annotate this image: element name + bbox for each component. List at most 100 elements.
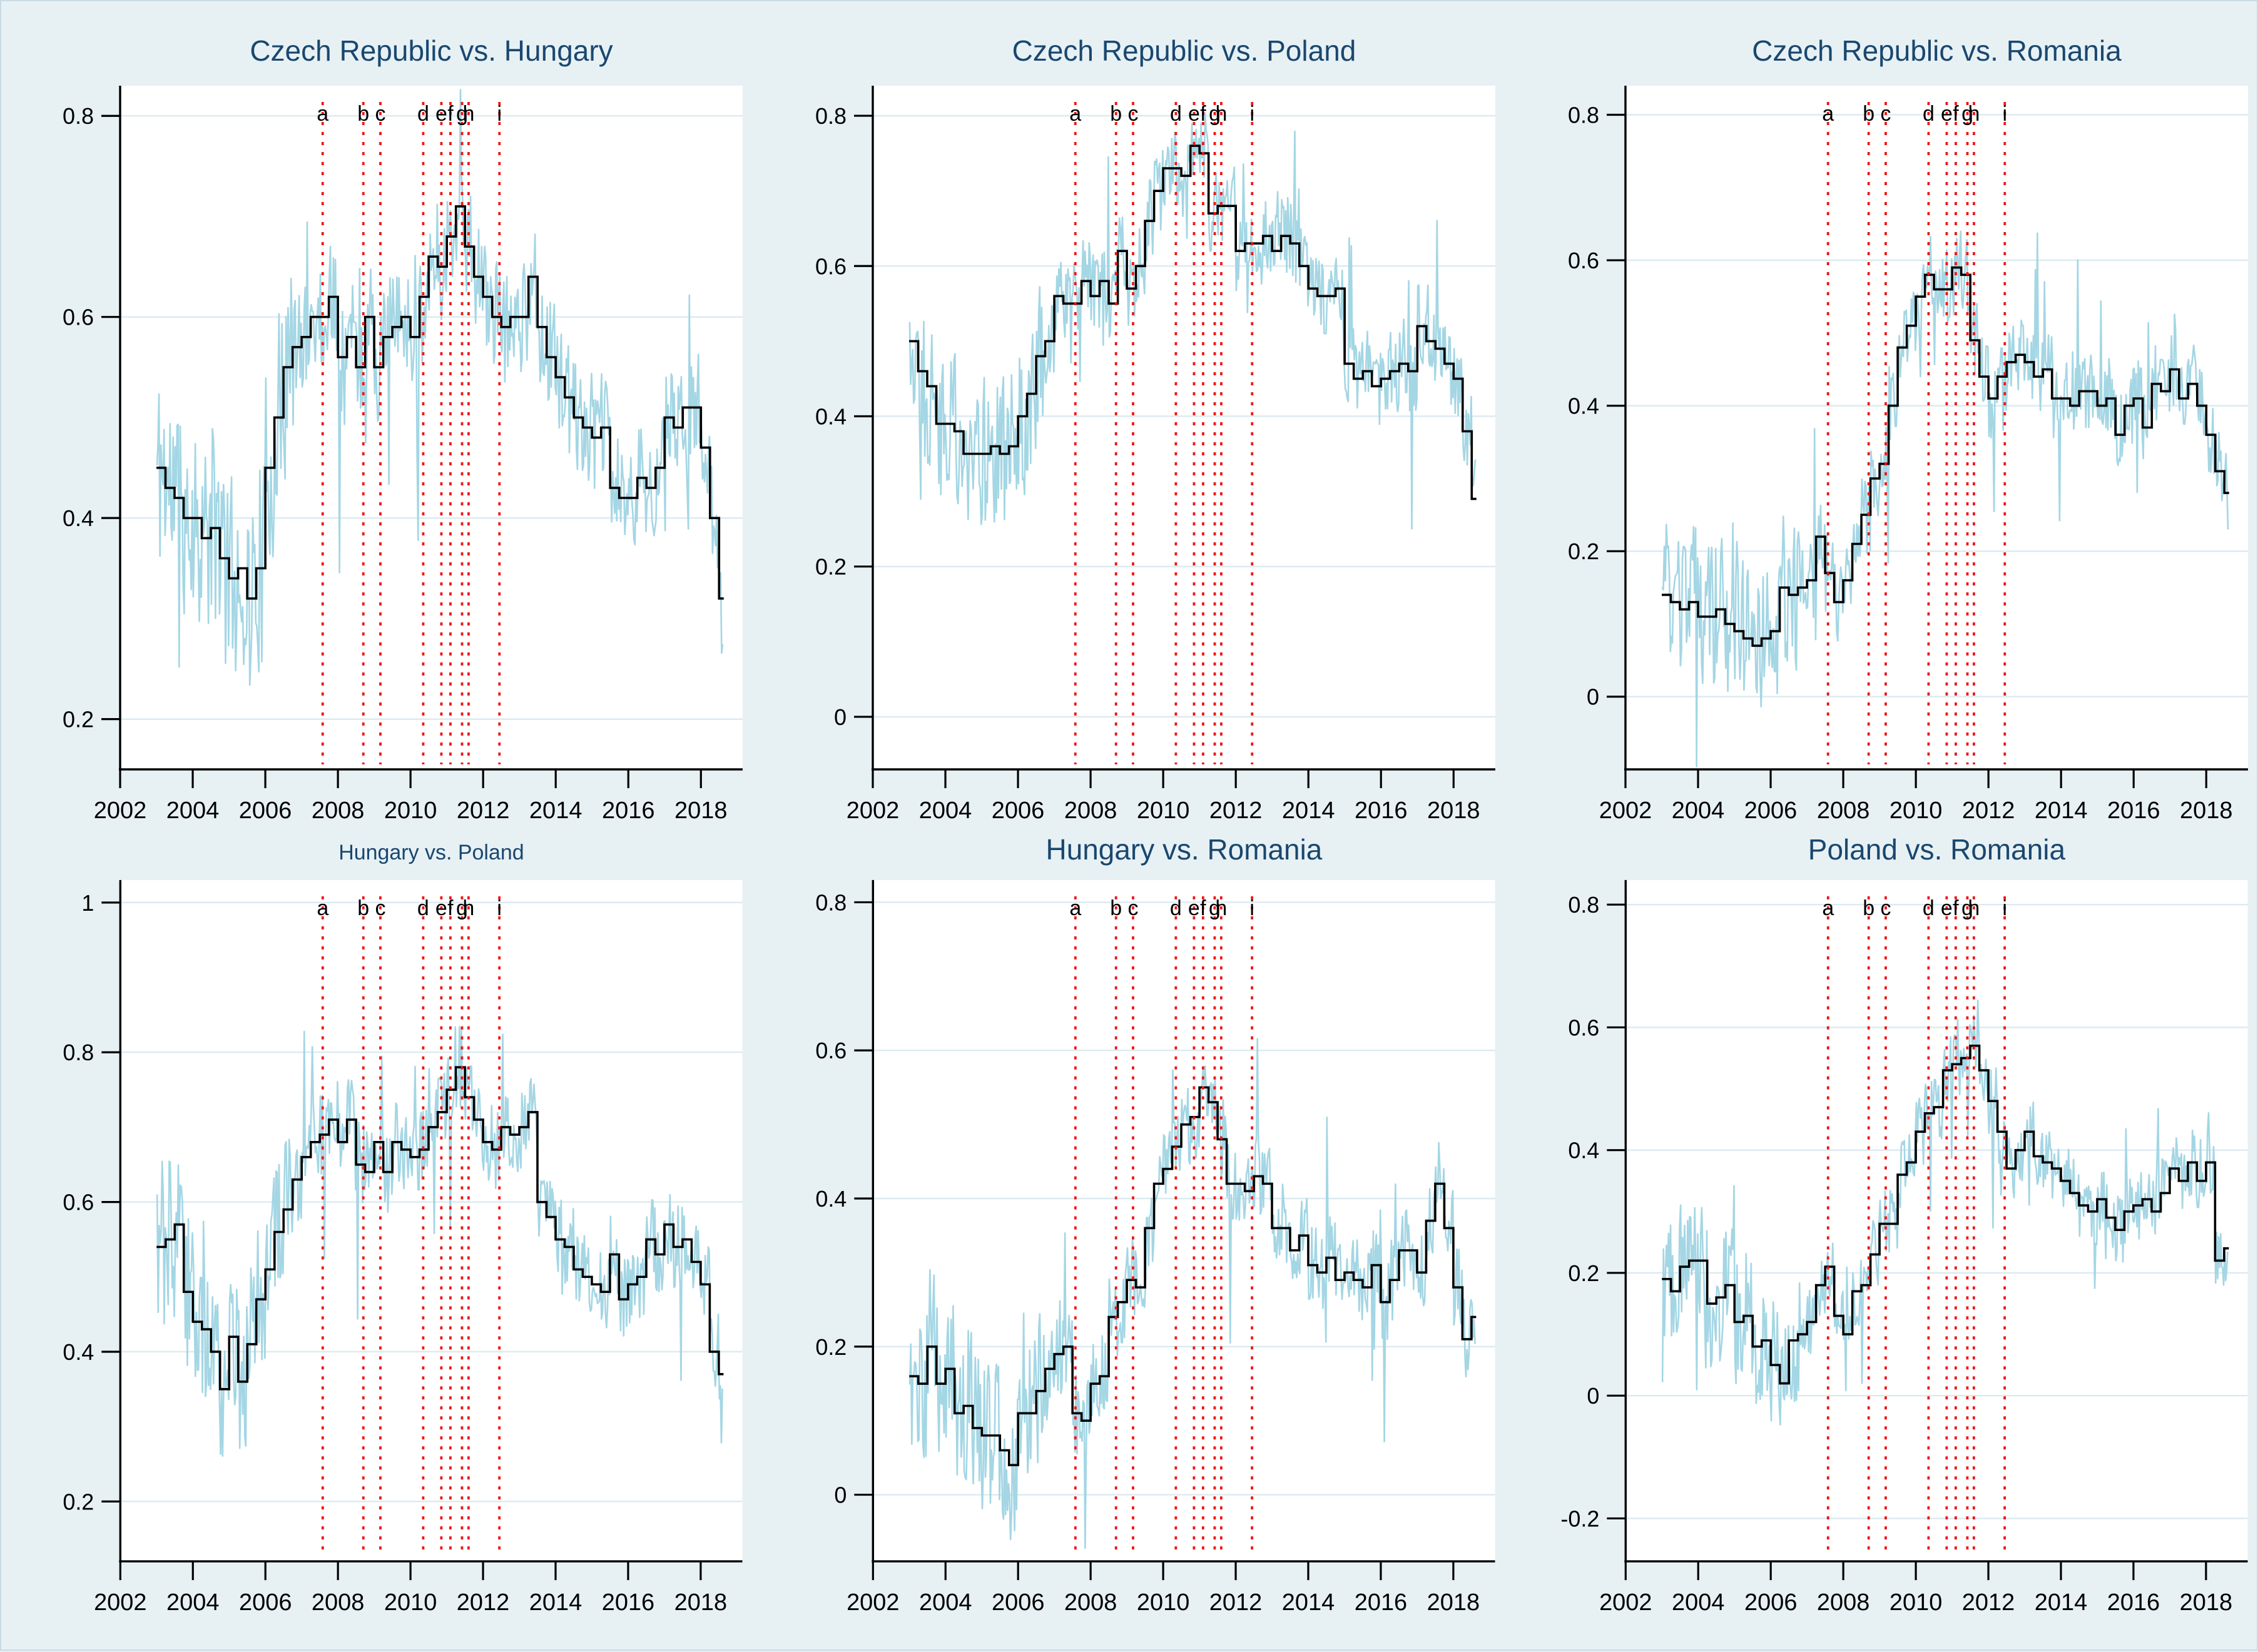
panel-title: Czech Republic vs. Romania [1752, 34, 2122, 67]
event-letter-d: d [1170, 102, 1182, 126]
y-tick-label: 0.2 [1568, 1260, 1599, 1286]
step-series-line [909, 144, 1477, 500]
step-series-line [156, 205, 724, 600]
event-letter-i: i [2003, 102, 2008, 126]
y-tick-label: 0.6 [815, 1038, 847, 1063]
event-letter-f: f [447, 102, 454, 126]
x-tick-label: 2014 [1282, 1589, 1335, 1616]
y-tick-label: 0.6 [1568, 1015, 1599, 1040]
panel-poland-vs-romania: a b c d e f g h i -0.2 0 0.2 0.4 0.6 0.8 2002 2004 2006 20… [1507, 827, 2258, 1652]
y-tick-label: 0.2 [815, 1334, 847, 1360]
x-tick-label: 2014 [1282, 798, 1335, 824]
x-tick-label: 2016 [1355, 798, 1408, 824]
step-series-line [1662, 1045, 2229, 1385]
x-tick-label: 2016 [2107, 1589, 2160, 1616]
event-letter-h: h [1968, 102, 1980, 126]
event-letter-f: f [1953, 102, 1959, 126]
x-tick-label: 2016 [602, 1589, 654, 1616]
event-letter-d: d [1170, 896, 1182, 920]
y-tick-label: 0.4 [1568, 393, 1599, 419]
y-tick-label: 0.8 [1568, 892, 1599, 918]
x-tick-label: 2016 [1355, 1589, 1407, 1616]
panel-hungary-vs-romania: a b c d e f g h i 0 0.2 0.4 0.6 0.8 2002 2004 2006 2008 20… [754, 827, 1507, 1652]
x-tick-label: 2018 [2180, 1589, 2232, 1616]
event-letter-c: c [375, 896, 385, 920]
x-tick-label: 2004 [1672, 798, 1725, 824]
panel-title: Poland vs. Romania [1808, 833, 2066, 866]
event-letter-a: a [1822, 102, 1834, 126]
event-letter-a: a [1069, 896, 1081, 920]
event-letter-b: b [357, 102, 369, 126]
event-letter-e: e [1941, 896, 1953, 920]
x-tick-label: 2008 [1817, 798, 1870, 824]
event-letter-d: d [417, 102, 429, 126]
x-tick-label: 2012 [457, 798, 510, 824]
plot-group: a b c d e f gh i 0.2 0.4 0.6 0.8 1 2002 2004 2006 2008 20… [63, 879, 743, 1616]
event-letter-e: e [1941, 102, 1953, 126]
panel-czech-republic-vs-poland: a b c d e f g h i 0 0.2 0.4 0.6 0.8 2002 2004 2006 2008 20… [754, 1, 1507, 827]
y-tick-label: 0 [834, 1482, 847, 1508]
event-letter-g: g [1961, 896, 1973, 920]
x-tick-label: 2002 [94, 1589, 146, 1616]
event-letter-h: h [1968, 896, 1980, 920]
panel-czech-republic-vs-romania: a b c d e f g h i 0 0.2 0.4 0.6 0.8 2002 2004 2006 2008 20… [1507, 1, 2258, 827]
plot-area [1625, 879, 2248, 1562]
event-letter-c: c [1880, 102, 1891, 126]
noisy-series-line [908, 1038, 1476, 1549]
chart-czech-republic-vs-poland: a b c d e f gh i 0 0.2 0.4 0.6 0.8 2002 2004 2006 2008 20… [815, 34, 1495, 824]
y-tick-label: 0.4 [63, 1339, 94, 1365]
event-letter-f: f [1200, 896, 1206, 920]
y-tick-label: 0.8 [815, 889, 847, 915]
series-group [908, 112, 1477, 530]
panel-hungary-vs-poland: a b c d e f g h i 0.2 0.4 0.6 0.8 1 2002 2004 2006 2008 20… [1, 827, 754, 1652]
event-letter-g: g [1209, 102, 1221, 126]
x-tick-label: 2016 [602, 798, 655, 824]
x-tick-label: 2018 [2180, 798, 2233, 824]
y-tick-label: 0.8 [815, 103, 847, 129]
plot-area [120, 86, 743, 769]
chart-hungary-vs-romania: a b c d e f gh i 0 0.2 0.4 0.6 0.8 2002 2004 2006 2008 20… [815, 833, 1495, 1616]
plot-group: a b c d e f gh i 0 0.2 0.4 0.6 0.8 2002 2004 2006 2008 20… [815, 86, 1495, 824]
y-tick-label: 0.6 [1568, 248, 1599, 273]
y-tick-label: 0.4 [815, 403, 847, 429]
x-tick-label: 2008 [1064, 798, 1117, 824]
y-tick-label: 0.4 [815, 1186, 847, 1212]
x-tick-label: 2006 [239, 1589, 292, 1616]
plot-group: a b c d e f gh i -0.2 0 0.2 0.4 0.6 0.8 2002 2004 2006 20… [1560, 879, 2248, 1616]
event-letter-a: a [317, 102, 328, 126]
event-letter-b: b [1110, 896, 1122, 920]
x-tick-label: 2014 [2035, 798, 2088, 824]
chart-poland-vs-romania: a b c d e f gh i -0.2 0 0.2 0.4 0.6 0.8 2002 2004 2006 20… [1560, 833, 2248, 1616]
event-letter-g: g [456, 102, 468, 126]
noisy-series-line [1661, 230, 2229, 768]
x-tick-label: 2018 [674, 1589, 727, 1616]
event-letter-f: f [1200, 102, 1206, 126]
event-letter-e: e [435, 896, 447, 920]
x-tick-label: 2006 [239, 798, 292, 824]
event-letter-d: d [1923, 102, 1935, 126]
panel-title: Czech Republic vs. Poland [1012, 34, 1356, 67]
x-tick-label: 2002 [847, 1589, 899, 1616]
y-tick-label: 0 [834, 704, 847, 730]
chart-czech-republic-vs-hungary: a b c d e f gh i 0.2 0.4 0.6 0.8 2002 2004 2006 2008 201… [63, 34, 743, 824]
event-letter-e: e [1188, 102, 1200, 126]
step-series-line [909, 1086, 1477, 1467]
event-letter-e: e [1188, 896, 1200, 920]
x-tick-label: 2002 [94, 798, 147, 824]
x-tick-label: 2018 [674, 798, 728, 824]
event-letter-b: b [1863, 102, 1874, 126]
plot-group: a b c d e f gh i 0 0.2 0.4 0.6 0.8 2002 2004 2006 2008 20… [1568, 86, 2248, 824]
x-tick-label: 2008 [1817, 1589, 1869, 1616]
y-tick-label: 1 [81, 890, 94, 916]
x-tick-label: 2012 [1209, 1589, 1262, 1616]
panel-title: Hungary vs. Poland [338, 841, 524, 864]
y-tick-label: 0.2 [815, 554, 847, 580]
noisy-series-line [908, 112, 1477, 530]
step-series-line [156, 1066, 724, 1391]
chart-czech-republic-vs-romania: a b c d e f gh i 0 0.2 0.4 0.6 0.8 2002 2004 2006 2008 20… [1568, 34, 2248, 824]
event-letter-c: c [1127, 102, 1138, 126]
y-tick-label: 0 [1587, 1383, 1599, 1409]
x-tick-label: 2014 [2035, 1589, 2087, 1616]
x-tick-label: 2010 [1889, 798, 1943, 824]
